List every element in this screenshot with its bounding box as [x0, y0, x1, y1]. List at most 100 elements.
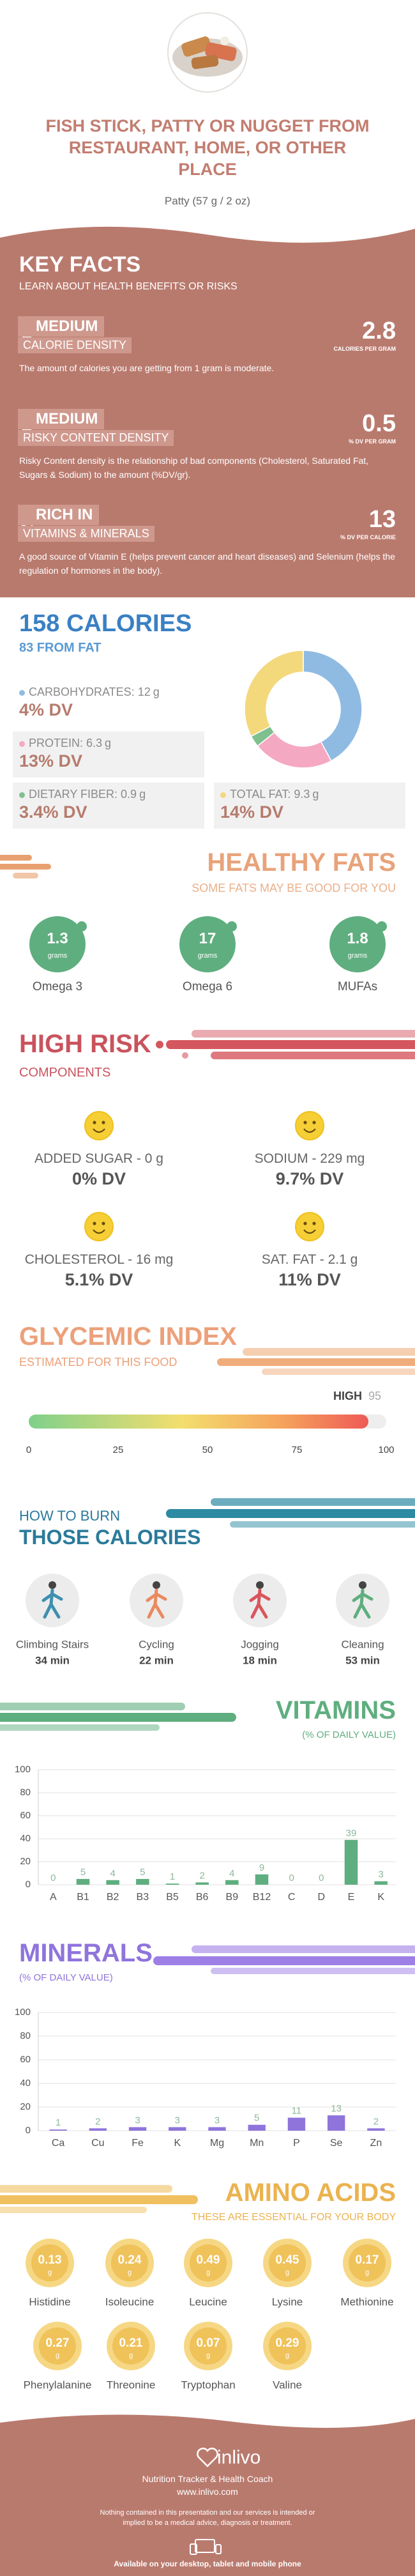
bar	[106, 1880, 119, 1885]
value-label: 11	[292, 2106, 302, 2117]
value-label: 0	[289, 1873, 294, 1883]
amino-name: Isoleucine	[105, 2296, 155, 2308]
macro-unit: g	[312, 788, 319, 801]
bar	[287, 2117, 306, 2131]
amino-value: 0.27	[46, 2336, 70, 2350]
figure-head	[153, 1581, 160, 1589]
stripes	[0, 1703, 236, 1731]
stripes	[153, 1945, 415, 1974]
figure-body	[352, 1588, 374, 1619]
face-mouth	[303, 1128, 316, 1133]
macro-grams: 12	[137, 686, 151, 698]
macro-name: PROTEIN: 6.3 g	[19, 737, 198, 750]
footer-bg	[0, 2414, 415, 2576]
amino-unit: g	[128, 2269, 132, 2276]
x-tick-label: B6	[196, 1892, 209, 1903]
value-label: 5	[80, 1867, 86, 1878]
amino-name: Lysine	[272, 2296, 303, 2308]
fat-dot	[77, 921, 87, 931]
figure-body	[42, 1588, 63, 1619]
serving: Patty (57 g / 2 oz)	[164, 195, 251, 207]
section-subtitle: LEARN ABOUT HEALTH BENEFITS OR RISKS	[19, 281, 238, 292]
y-tick-label: 0	[26, 2125, 31, 2136]
chart-title: MINERALS	[19, 1939, 153, 1967]
value-label: 4	[229, 1868, 234, 1879]
value: 13	[368, 506, 396, 533]
x-tick-label: A	[50, 1892, 57, 1903]
food-image	[167, 12, 248, 93]
amino-unit: g	[129, 2352, 133, 2359]
macro-dv: 3.4% DV	[19, 802, 87, 822]
y-tick-label: 40	[20, 1833, 31, 1844]
section-title: KEY FACTS	[19, 252, 141, 277]
url: www.inlivo.com	[177, 2487, 238, 2497]
y-tick-label: 100	[15, 2007, 31, 2018]
donut-slice	[257, 732, 332, 769]
macro: DIETARY FIBER: 0.9 g 3.4% DV	[13, 783, 204, 829]
face-mouth	[93, 1229, 105, 1234]
stripes	[156, 1030, 415, 1059]
bar	[165, 1883, 179, 1885]
value: 0.5	[362, 410, 396, 437]
label: VITAMINS & MINERALS	[18, 526, 155, 542]
amino-name: Threonine	[107, 2379, 156, 2391]
calories-subtitle: 83 FROM FAT	[19, 641, 102, 655]
fat-value: 17	[199, 930, 216, 947]
bar	[208, 2127, 226, 2131]
x-tick-label: E	[348, 1892, 355, 1903]
dot	[220, 792, 226, 798]
y-tick-label: 20	[20, 1856, 31, 1867]
macro-label: DIETARY FIBER:	[29, 788, 118, 801]
macro: CARBOHYDRATES: 12 g 4% DV	[13, 680, 204, 726]
bar	[248, 2124, 266, 2131]
macro-dv: 14% DV	[220, 802, 284, 822]
amino-value: 0.17	[356, 2253, 379, 2267]
unit: % DV PER GRAM	[348, 438, 396, 445]
x-tick-label: K	[377, 1892, 384, 1903]
face	[295, 1111, 324, 1140]
stripes	[0, 2185, 198, 2213]
risk-label: SODIUM - 229 mg	[254, 1151, 365, 1166]
macro-unit: g	[105, 737, 112, 749]
x-tick-label: 50	[202, 1445, 213, 1455]
y-tick-label: 40	[20, 2078, 31, 2089]
amino-inner	[190, 2244, 227, 2281]
y-tick-label: 60	[20, 1810, 31, 1821]
macro-grams: 0.9	[121, 788, 137, 801]
title: FISH STICK, PATTY OR NUGGET FROM RESTAUR…	[45, 116, 370, 179]
figure-body	[146, 1588, 167, 1619]
section-title: GLYCEMIC INDEX	[19, 1322, 237, 1351]
dot	[19, 740, 25, 747]
face-eye	[312, 1121, 316, 1124]
brand: inlivo	[217, 2447, 261, 2468]
section-subtitle: HOW TO BURN	[19, 1508, 121, 1524]
bar	[76, 1879, 90, 1885]
face-eye	[303, 1121, 307, 1124]
value-label: 3	[135, 2115, 140, 2126]
amino-value: 0.13	[38, 2253, 62, 2267]
face	[84, 1111, 114, 1140]
amino-unit: g	[206, 2352, 210, 2359]
x-tick-label: B2	[107, 1892, 119, 1903]
figure-head	[359, 1581, 366, 1589]
value-label: 9	[259, 1862, 264, 1873]
value-label: 39	[346, 1828, 357, 1839]
amino-value: 0.45	[276, 2253, 299, 2267]
disclaimer: Nothing contained in this presentation a…	[100, 2509, 315, 2527]
bar	[327, 2115, 345, 2131]
value-label: 3	[175, 2115, 180, 2126]
value-label: 13	[331, 2103, 342, 2114]
section-title: HEALTHY FATS	[207, 848, 396, 877]
amino-value: 0.49	[197, 2253, 220, 2267]
y-tick-label: 20	[20, 2101, 31, 2112]
unit: CALORIES PER GRAM	[333, 346, 396, 352]
description: A good source of Vitamin E (helps preven…	[19, 551, 395, 576]
x-tick-label: C	[288, 1892, 296, 1903]
x-tick-label: D	[318, 1892, 326, 1903]
face-mouth	[93, 1128, 105, 1133]
donut-slice	[244, 650, 304, 737]
bar	[89, 2128, 107, 2131]
activity-name: Jogging	[241, 1638, 279, 1650]
x-tick-label: K	[174, 2138, 181, 2149]
